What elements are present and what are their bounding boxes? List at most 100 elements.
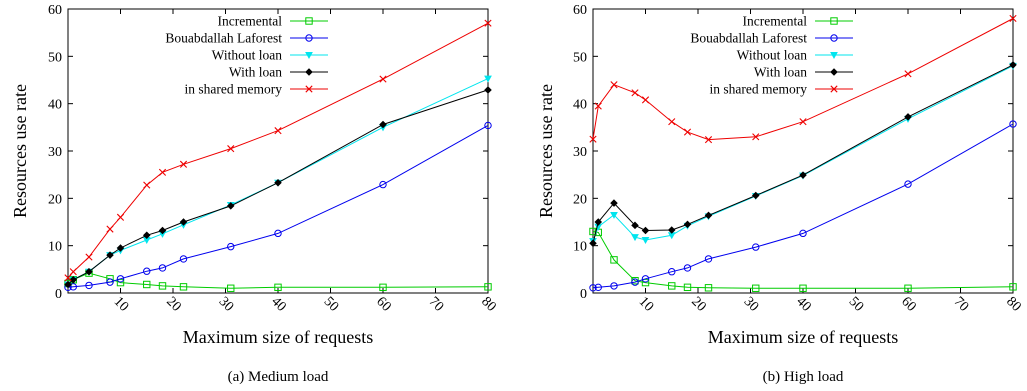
legend-marker	[830, 68, 838, 76]
y-tick-label: 0	[580, 287, 587, 302]
x-tick-label: 10	[111, 294, 132, 315]
series-line	[67, 124, 489, 288]
data-point	[631, 89, 639, 97]
data-point	[274, 229, 282, 238]
data-point	[683, 283, 692, 292]
x-tick-label: 40	[268, 294, 289, 315]
data-point	[589, 135, 597, 143]
data-point	[589, 239, 597, 248]
y-tick-label: 60	[48, 3, 62, 18]
data-point	[751, 191, 760, 200]
series-with-loan	[64, 86, 492, 289]
x-axis-title: Maximum size of requests	[708, 327, 898, 347]
y-tick-label: 0	[55, 287, 62, 302]
x-tick-label: 60	[898, 294, 919, 315]
legend-item: in shared memory	[710, 82, 853, 97]
data-point	[683, 128, 692, 136]
data-point	[379, 180, 387, 189]
legend-marker	[305, 34, 313, 42]
data-point	[631, 221, 639, 230]
data-point	[179, 218, 188, 226]
legend-item: Incremental	[218, 14, 328, 29]
legend-marker	[305, 85, 313, 93]
x-tick-label: 70	[426, 294, 447, 315]
y-tick-label: 60	[573, 3, 587, 18]
series-line	[592, 18, 1014, 141]
data-point	[179, 255, 188, 263]
legend-label: in shared memory	[710, 82, 808, 97]
data-point	[158, 264, 167, 272]
legend-marker	[830, 52, 838, 60]
data-point	[484, 121, 492, 130]
data-point	[69, 275, 78, 284]
y-tick-label: 40	[48, 98, 62, 113]
data-point	[610, 256, 618, 264]
x-tick-label: 80	[478, 294, 499, 315]
data-point	[484, 86, 492, 94]
data-point	[227, 145, 235, 153]
x-tick-label: 10	[636, 294, 657, 315]
data-point	[227, 242, 235, 251]
legend-label: Bouabdallah Laforest	[165, 31, 282, 46]
chart-caption: (b) High load	[763, 369, 844, 385]
data-point	[594, 283, 602, 292]
x-tick-label: 50	[321, 294, 342, 315]
data-point	[683, 264, 692, 272]
data-point	[683, 220, 692, 229]
data-point	[752, 243, 760, 251]
data-point	[641, 237, 650, 245]
series-line	[592, 65, 1014, 242]
data-point	[667, 226, 676, 234]
data-point	[179, 160, 188, 168]
legend-item: Incremental	[743, 14, 853, 29]
data-point	[799, 284, 807, 292]
legend-marker	[830, 85, 838, 93]
legend-item: With loan	[229, 65, 328, 80]
legend-marker	[830, 34, 838, 42]
y-tick-label: 40	[573, 98, 587, 113]
data-point	[484, 283, 492, 291]
data-point	[904, 70, 912, 78]
data-point	[179, 283, 188, 291]
legend-label: Incremental	[743, 14, 808, 29]
y-tick-label: 20	[48, 192, 62, 207]
legend-item: Without loan	[212, 48, 328, 63]
data-point	[274, 127, 282, 135]
data-point	[143, 181, 151, 189]
data-point	[641, 226, 650, 235]
data-point	[116, 278, 125, 287]
data-point	[610, 282, 618, 290]
data-point	[704, 136, 713, 144]
y-tick-label: 50	[48, 50, 62, 65]
chart-panel-2: 0 10 20 30 40 50 60 10 20 30 40 50 60 70 80 Maximum siz…	[536, 3, 1024, 385]
data-point	[904, 284, 912, 292]
data-point	[641, 275, 650, 283]
series-line	[67, 89, 489, 285]
legend-label: Without loan	[737, 48, 808, 63]
data-point	[106, 225, 114, 233]
data-point	[668, 268, 676, 276]
data-point	[704, 255, 713, 263]
data-point	[704, 284, 713, 292]
legend-item: Bouabdallah Laforest	[165, 31, 328, 46]
x-tick-label: 80	[1003, 294, 1024, 315]
data-point	[1009, 283, 1017, 291]
data-point	[116, 244, 125, 252]
y-tick-label: 10	[48, 240, 62, 255]
data-point	[1009, 61, 1017, 69]
legend-label: Incremental	[218, 14, 283, 29]
chart-panel-1: 0 10 20 30 40 50 60 10 20 30 40 50 60 70 80 Maximum siz…	[10, 3, 499, 385]
series-line	[67, 272, 489, 289]
x-tick-label: 40	[793, 294, 814, 315]
x-tick-label: 30	[216, 294, 237, 315]
data-point	[704, 211, 713, 220]
legend: Incremental Bouabdallah Laforest Without l…	[690, 14, 853, 97]
data-point	[116, 213, 125, 221]
y-tick-label: 30	[573, 145, 587, 160]
data-point	[594, 102, 602, 110]
data-point	[158, 282, 167, 290]
data-point	[379, 75, 387, 83]
x-axis-title: Maximum size of requests	[183, 327, 373, 347]
data-point	[274, 178, 282, 187]
x-tick-label: 50	[846, 294, 867, 315]
